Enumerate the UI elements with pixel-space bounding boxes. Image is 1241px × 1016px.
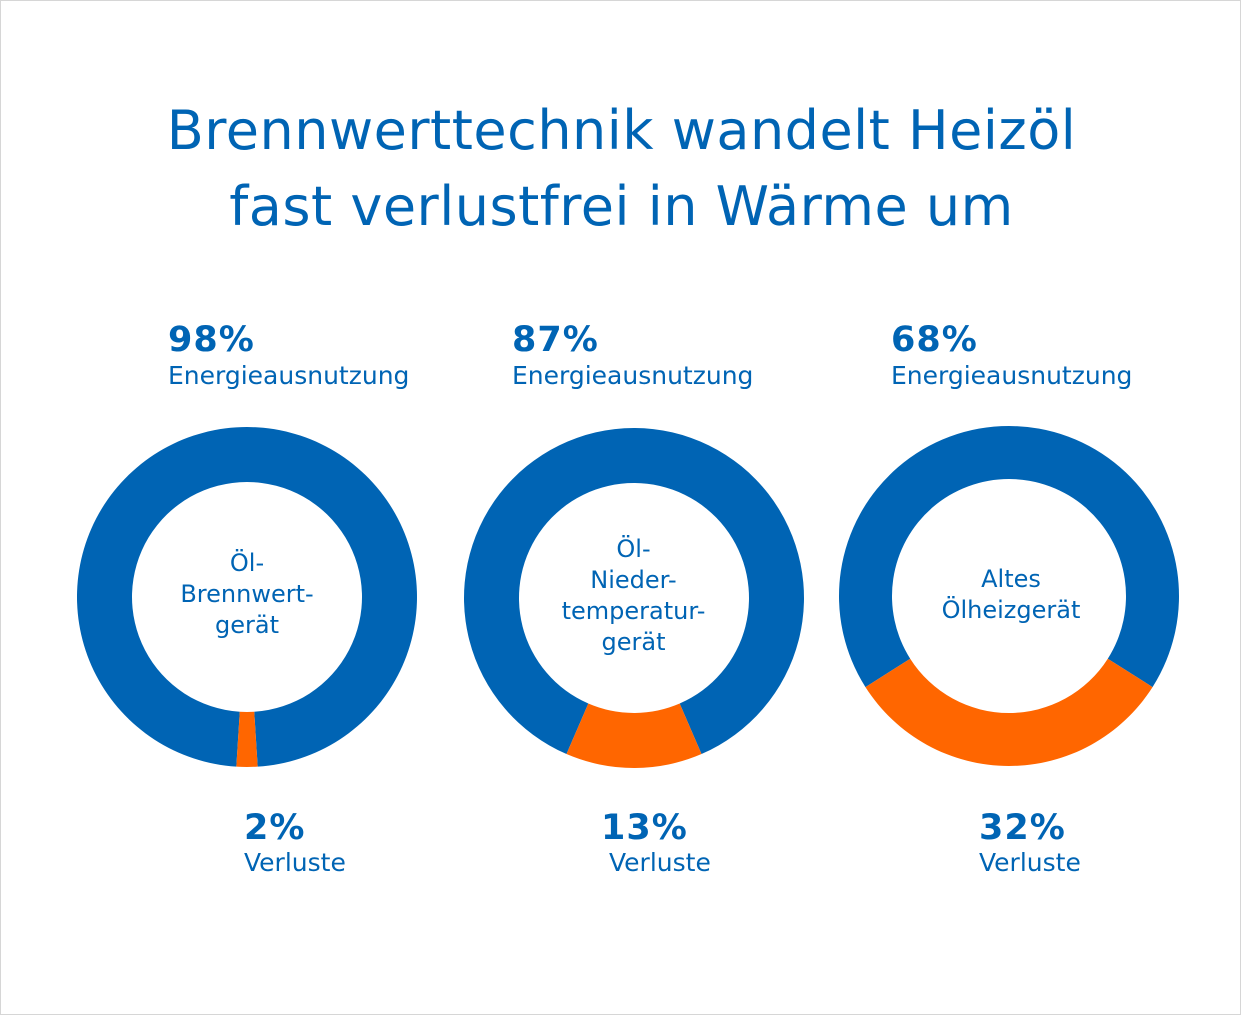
chart-2-loss-value: 13%: [601, 808, 688, 848]
chart-2-usage-label: Energieausnutzung: [512, 361, 754, 390]
chart-2-center-line-3: temperatur-: [561, 597, 706, 625]
chart-3-loss-slice: [865, 658, 1153, 767]
chart-3-loss-value: 32%: [979, 808, 1066, 848]
page-title: Brennwerttechnik wandelt Heizöl fast ver…: [1, 93, 1241, 245]
title-line-1: Brennwerttechnik wandelt Heizöl: [166, 99, 1077, 162]
chart-1-center-line-3: gerät: [215, 611, 279, 639]
chart-2-center-label: Öl- Nieder- temperatur- gerät: [521, 534, 746, 658]
title-line-2: fast verlustfrei in Wärme um: [229, 175, 1014, 238]
chart-2-center-line-1: Öl-: [616, 535, 651, 563]
chart-1-loss-value: 2%: [244, 808, 306, 848]
chart-1-center-line-2: Brennwert-: [180, 580, 314, 608]
chart-1-loss-slice: [236, 711, 258, 767]
chart-3-center-line-2: Ölheizgerät: [941, 596, 1081, 624]
chart-3-center-line-1: Altes: [981, 565, 1041, 593]
chart-1-usage-label: Energieausnutzung: [168, 361, 410, 390]
chart-3-loss-label: Verluste: [979, 848, 1081, 877]
chart-2-loss-label: Verluste: [609, 848, 711, 877]
chart-2-loss-slice: [566, 703, 702, 769]
chart-1-usage-value: 98%: [168, 320, 255, 360]
chart-3-usage-slice: [839, 426, 1179, 688]
chart-3-center-label: Altes Ölheizgerät: [896, 564, 1126, 626]
chart-2-usage-value: 87%: [512, 320, 599, 360]
chart-3-usage-value: 68%: [891, 320, 978, 360]
chart-1-loss-label: Verluste: [244, 848, 346, 877]
chart-3-usage-label: Energieausnutzung: [891, 361, 1133, 390]
chart-2-center-line-2: Nieder-: [590, 566, 677, 594]
chart-1-center-label: Öl- Brennwert- gerät: [147, 548, 347, 641]
chart-1-center-line-1: Öl-: [229, 549, 265, 577]
chart-2-center-line-4: gerät: [601, 628, 666, 656]
